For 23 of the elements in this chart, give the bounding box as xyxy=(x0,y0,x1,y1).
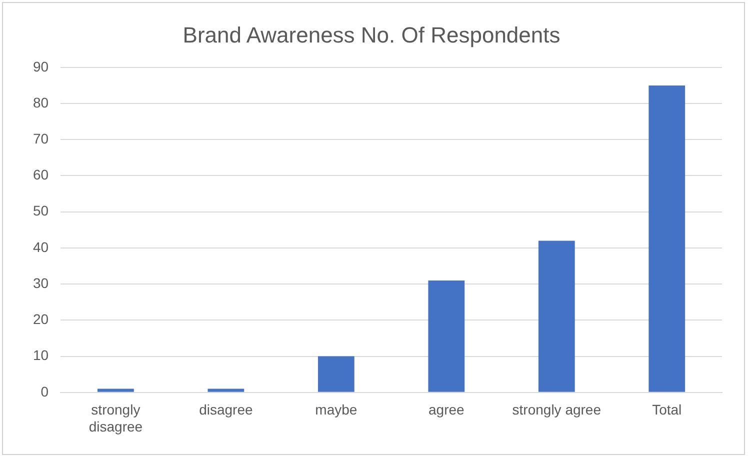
y-tick-label: 60 xyxy=(32,166,49,183)
y-tick-label: 30 xyxy=(32,274,49,291)
y-tick-label: 50 xyxy=(32,202,49,219)
bar xyxy=(208,388,244,392)
y-tick-label: 0 xyxy=(40,383,49,400)
bar xyxy=(318,356,354,392)
y-tick-label: 20 xyxy=(32,311,49,328)
y-tick-label: 40 xyxy=(32,238,49,255)
y-tick-label: 10 xyxy=(32,347,49,364)
y-tick-label: 70 xyxy=(32,130,49,146)
y-tick-label: 80 xyxy=(32,94,49,110)
x-tick-label: Total xyxy=(652,402,682,418)
x-tick-label: strongly agree xyxy=(512,402,602,418)
bar xyxy=(648,85,686,392)
x-tick-label: agree xyxy=(428,402,465,418)
x-tick-label: maybe xyxy=(315,402,358,418)
bar xyxy=(538,240,575,392)
bar xyxy=(98,388,134,392)
bar xyxy=(428,280,465,392)
y-tick-label: 90 xyxy=(32,58,49,74)
x-tick-label: strongly disagree xyxy=(88,402,143,434)
x-tick-label: disagree xyxy=(199,402,253,418)
chart-title: Brand Awareness No. Of Respondents xyxy=(182,22,560,48)
